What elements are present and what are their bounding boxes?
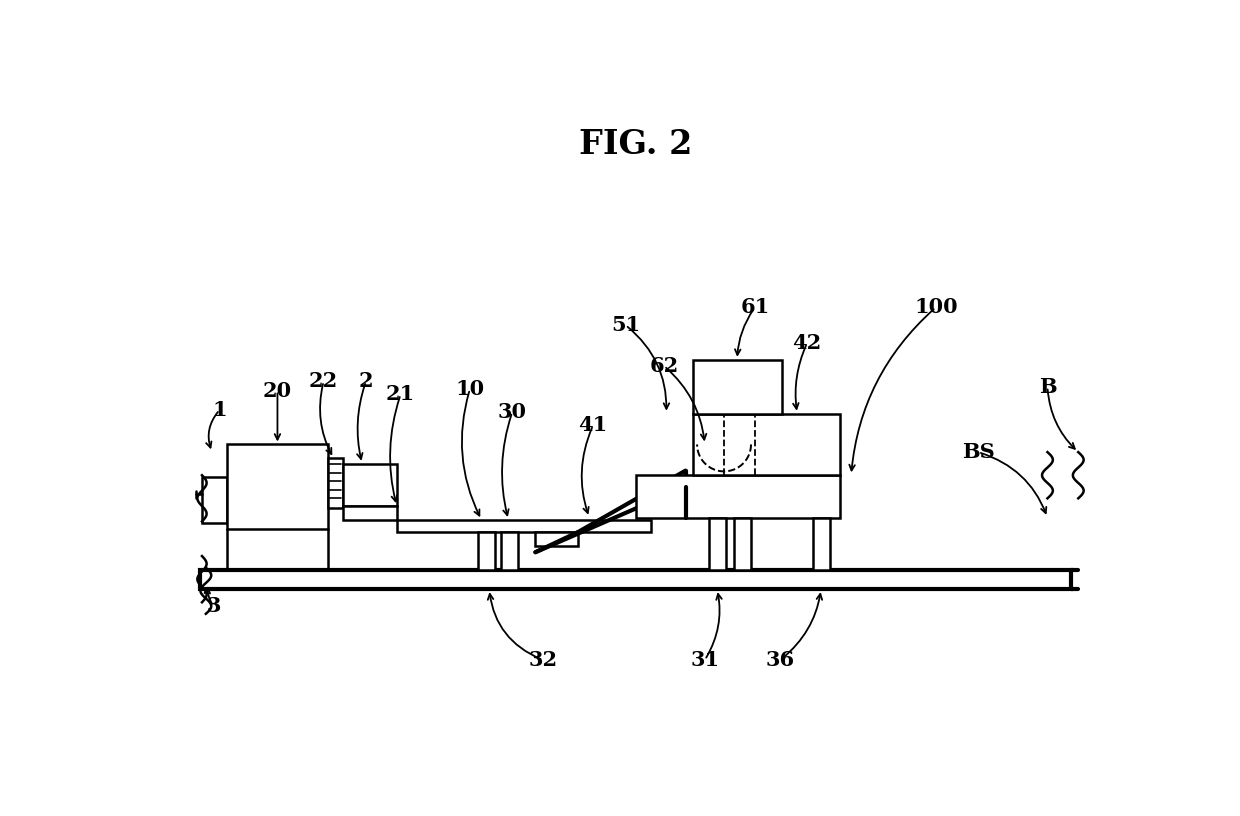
Text: 20: 20 [263, 380, 291, 401]
Bar [734, 517, 751, 570]
Bar [477, 532, 495, 570]
Bar [202, 477, 227, 523]
Bar [501, 532, 517, 570]
Bar [693, 360, 781, 414]
Text: 30: 30 [497, 402, 527, 422]
Text: FIG. 2: FIG. 2 [579, 127, 692, 161]
Text: 21: 21 [386, 384, 415, 405]
Text: 41: 41 [579, 415, 608, 435]
Text: 61: 61 [740, 297, 770, 317]
Text: 32: 32 [528, 650, 558, 670]
Text: 31: 31 [691, 650, 719, 670]
Text: 62: 62 [650, 356, 678, 376]
Bar [343, 463, 397, 506]
Text: 3: 3 [206, 596, 221, 616]
Bar [635, 475, 839, 517]
Bar [536, 532, 578, 546]
Bar [397, 520, 651, 532]
Text: 2: 2 [358, 371, 373, 392]
Text: 1: 1 [212, 400, 227, 419]
Text: 10: 10 [455, 379, 485, 399]
Bar [201, 570, 1070, 589]
Text: 51: 51 [611, 315, 640, 335]
Bar [227, 445, 327, 529]
Bar [693, 414, 839, 475]
Text: B: B [1039, 377, 1056, 397]
Text: 36: 36 [765, 650, 795, 670]
Bar [812, 517, 830, 570]
Text: BS: BS [962, 442, 994, 462]
Bar [708, 517, 725, 570]
Bar [343, 506, 397, 520]
Bar [327, 459, 343, 508]
Text: 100: 100 [914, 297, 957, 317]
Text: 22: 22 [309, 371, 339, 392]
Text: 42: 42 [792, 333, 822, 353]
